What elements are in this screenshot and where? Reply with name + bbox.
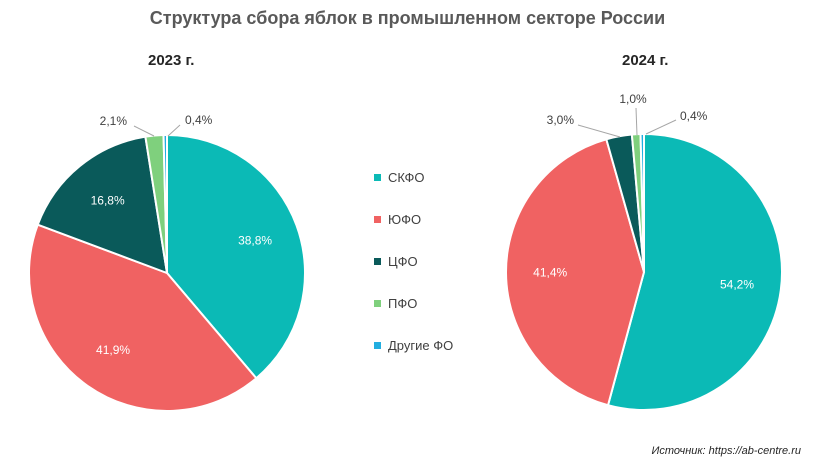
- legend-item-other: Другие ФО: [374, 338, 453, 380]
- pie-0-data-label-3: 2,1%: [100, 114, 128, 128]
- legend-item-skfo: СКФО: [374, 170, 453, 212]
- legend-swatch-icon: [374, 300, 381, 307]
- pie-2024-title: 2024 г.: [622, 52, 669, 69]
- pie-0-data-label-2: 16,8%: [91, 193, 125, 207]
- pie-0-slice-2: [36, 135, 169, 275]
- pie-0-data-label-0: 38,8%: [238, 234, 272, 248]
- legend-item-pfo: ПФО: [374, 296, 453, 338]
- legend-label: ЦФО: [388, 254, 418, 269]
- legend-swatch-icon: [374, 342, 381, 349]
- pie-1-leader-line-4: [645, 119, 677, 135]
- legend-label: ПФО: [388, 296, 418, 311]
- pie-1-data-label-0: 54,2%: [720, 277, 754, 291]
- pie-1-slice-4: [639, 132, 645, 273]
- legend-swatch-icon: [374, 174, 381, 181]
- pie-2023-title: 2023 г.: [148, 52, 195, 69]
- legend-swatch-icon: [374, 216, 381, 223]
- pie-1-data-label-3: 1,0%: [619, 92, 647, 106]
- pie-0-leader-line-4: [167, 124, 181, 137]
- pie-1-data-label-4: 0,4%: [680, 109, 708, 123]
- legend-label: ЮФО: [388, 212, 422, 227]
- legend-swatch-icon: [374, 258, 381, 265]
- pie-1-data-label-2: 3,0%: [547, 113, 575, 127]
- pie-0-leader-line-3: [133, 125, 155, 137]
- pie-1-leader-line-2: [577, 124, 621, 138]
- legend-label: Другие ФО: [388, 338, 454, 353]
- source-note: Источник: https://ab-centre.ru: [651, 445, 801, 457]
- chart-title: Структура сбора яблок в промышленном сек…: [149, 8, 666, 28]
- pie-1-leader-line-3: [635, 107, 638, 136]
- pie-1-slice-0: [606, 132, 783, 411]
- legend-item-yufo: ЮФО: [374, 212, 453, 254]
- pie-0-data-label-1: 41,9%: [96, 343, 130, 357]
- pie-1-data-label-1: 41,4%: [533, 266, 567, 280]
- pie-0-data-label-4: 0,4%: [185, 113, 213, 127]
- legend-item-tsfo: ЦФО: [374, 254, 453, 296]
- pie-0-slice-4: [162, 133, 168, 274]
- pie-0-slice-0: [166, 133, 306, 380]
- pie-0-slice-1: [28, 223, 258, 412]
- pie-1-slice-1: [505, 138, 646, 407]
- legend-label: СКФО: [388, 170, 425, 185]
- legend: СКФО ЮФО ЦФО ПФО Другие ФО: [374, 170, 453, 380]
